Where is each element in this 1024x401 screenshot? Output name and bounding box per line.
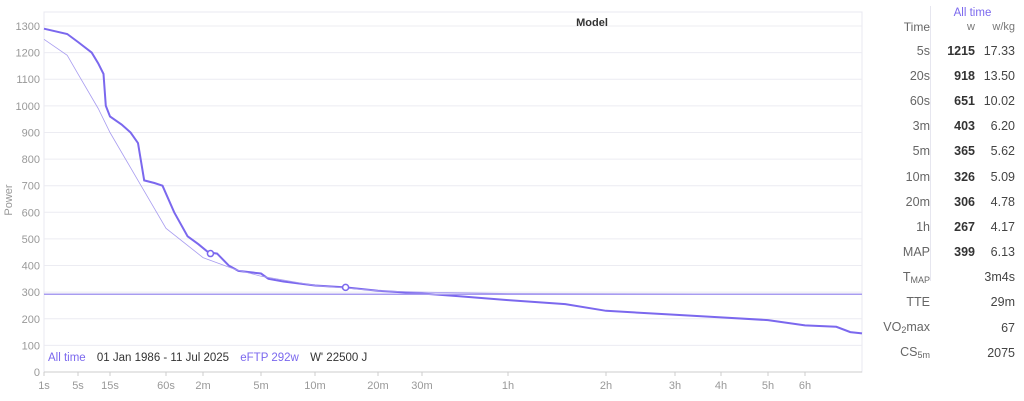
y-axis-label: Power <box>3 184 15 216</box>
legend-wprime: W' 22500 J <box>310 352 368 364</box>
x-tick-label: 2m <box>195 380 210 392</box>
row-wkg: 13.50 <box>983 68 1015 83</box>
x-tick-label: 20m <box>367 380 388 392</box>
row-watts: 399 <box>954 245 975 260</box>
x-tick-label: 5m <box>253 380 268 392</box>
x-tick-label: 2h <box>600 380 612 392</box>
y-tick-label: 500 <box>22 234 40 246</box>
row-watts: 403 <box>954 119 975 134</box>
vo2max-label: VO2max <box>883 320 930 336</box>
row-wkg: 6.20 <box>990 119 1015 134</box>
x-tick-label: 1s <box>38 380 50 392</box>
tmap-value: 3m4s <box>984 270 1015 285</box>
cs-value: 2075 <box>987 345 1015 360</box>
table-row: 20m 306 4.78 <box>866 189 1024 214</box>
power-table: All time Time w w/kg 5s 1215 17.33 20s 918 13.5… <box>866 6 1024 365</box>
row-watts: 267 <box>954 219 975 234</box>
table-row: 10m 326 5.09 <box>866 164 1024 189</box>
y-tick-label: 1100 <box>16 74 40 86</box>
row-time: 20s <box>909 68 930 83</box>
y-tick-label: 100 <box>22 340 40 352</box>
y-tick-label: 900 <box>22 127 40 139</box>
curve-marker <box>206 249 215 258</box>
row-watts: 651 <box>954 93 975 108</box>
row-time: 60s <box>909 93 930 108</box>
y-tick-label: 200 <box>22 314 40 326</box>
y-tick-label: 700 <box>22 181 40 193</box>
y-tick-label: 300 <box>22 287 40 299</box>
x-tick-label: 6h <box>799 380 811 392</box>
row-watts: 306 <box>954 194 975 209</box>
table-period: All time <box>953 7 992 19</box>
table-row: 5m 365 5.62 <box>866 139 1024 164</box>
row-time: 5m <box>912 144 930 159</box>
table-divider <box>930 6 931 281</box>
row-time: 1h <box>916 219 930 234</box>
chart-title: Model <box>576 17 608 29</box>
legend-period[interactable]: All time <box>48 352 86 364</box>
table-row: 60s 651 10.02 <box>866 88 1024 113</box>
x-tick-label: 5s <box>72 380 84 392</box>
legend-eftp: eFTP 292w <box>240 352 299 364</box>
row-watts: 918 <box>954 68 975 83</box>
cs-label: CS5m <box>900 345 930 361</box>
row-time: 20m <box>905 194 930 209</box>
series-power-curve <box>43 27 863 335</box>
y-tick-label: 800 <box>22 154 40 166</box>
y-tick-label: 400 <box>22 261 40 273</box>
y-tick-label: 600 <box>22 207 40 219</box>
table-row: 20s 918 13.50 <box>866 63 1024 88</box>
row-watts: 326 <box>954 169 975 184</box>
table-row: 1h 267 4.17 <box>866 214 1024 239</box>
y-tick-label: 1200 <box>16 48 40 60</box>
y-tick-label: 0 <box>34 367 40 379</box>
row-time: MAP <box>902 245 930 260</box>
series-model <box>43 38 863 295</box>
table-row: 5s 1215 17.33 <box>866 38 1024 63</box>
row-wkg: 4.17 <box>990 219 1015 234</box>
table-row: 3m 403 6.20 <box>866 114 1024 139</box>
header-time: Time <box>903 20 930 34</box>
vo2max-value: 67 <box>1001 320 1015 335</box>
x-tick-label: 15s <box>101 380 119 392</box>
tte-value: 29m <box>990 295 1015 310</box>
row-wkg: 5.09 <box>990 169 1015 184</box>
row-time: 5s <box>916 43 930 58</box>
x-tick-label: 5h <box>762 380 774 392</box>
legend-dates: 01 Jan 1986 - 11 Jul 2025 <box>96 352 230 364</box>
tte-label: TTE <box>906 295 930 310</box>
table-row: MAP 399 6.13 <box>866 240 1024 265</box>
row-time: 3m <box>912 119 930 134</box>
row-wkg: 10.02 <box>983 93 1015 108</box>
x-tick-label: 1h <box>502 380 514 392</box>
row-wkg: 5.62 <box>990 144 1015 159</box>
row-wkg: 17.33 <box>983 43 1015 58</box>
curve-marker <box>341 283 350 292</box>
header-w: w <box>967 21 975 33</box>
row-watts: 1215 <box>947 43 975 58</box>
row-watts: 365 <box>954 144 975 159</box>
power-curve-chart: 0 100 200 300 400 500 600 700 800 900 1000 1100 1200… <box>3 11 863 392</box>
x-tick-label: 4h <box>715 380 727 392</box>
row-time: 10m <box>905 169 930 184</box>
tmap-label: TMAP <box>902 269 930 285</box>
x-tick-label: 30m <box>411 380 432 392</box>
y-tick-label: 1300 <box>16 21 40 33</box>
header-wkg: w/kg <box>992 21 1015 33</box>
y-tick-label: 1000 <box>16 101 40 113</box>
chart-legend: All time 01 Jan 1986 - 11 Jul 2025 eFTP … <box>48 352 375 364</box>
row-wkg: 4.78 <box>990 194 1015 209</box>
x-tick-label: 60s <box>157 380 175 392</box>
row-wkg: 6.13 <box>990 245 1015 260</box>
x-tick-label: 3h <box>669 380 681 392</box>
x-tick-label: 10m <box>304 380 325 392</box>
